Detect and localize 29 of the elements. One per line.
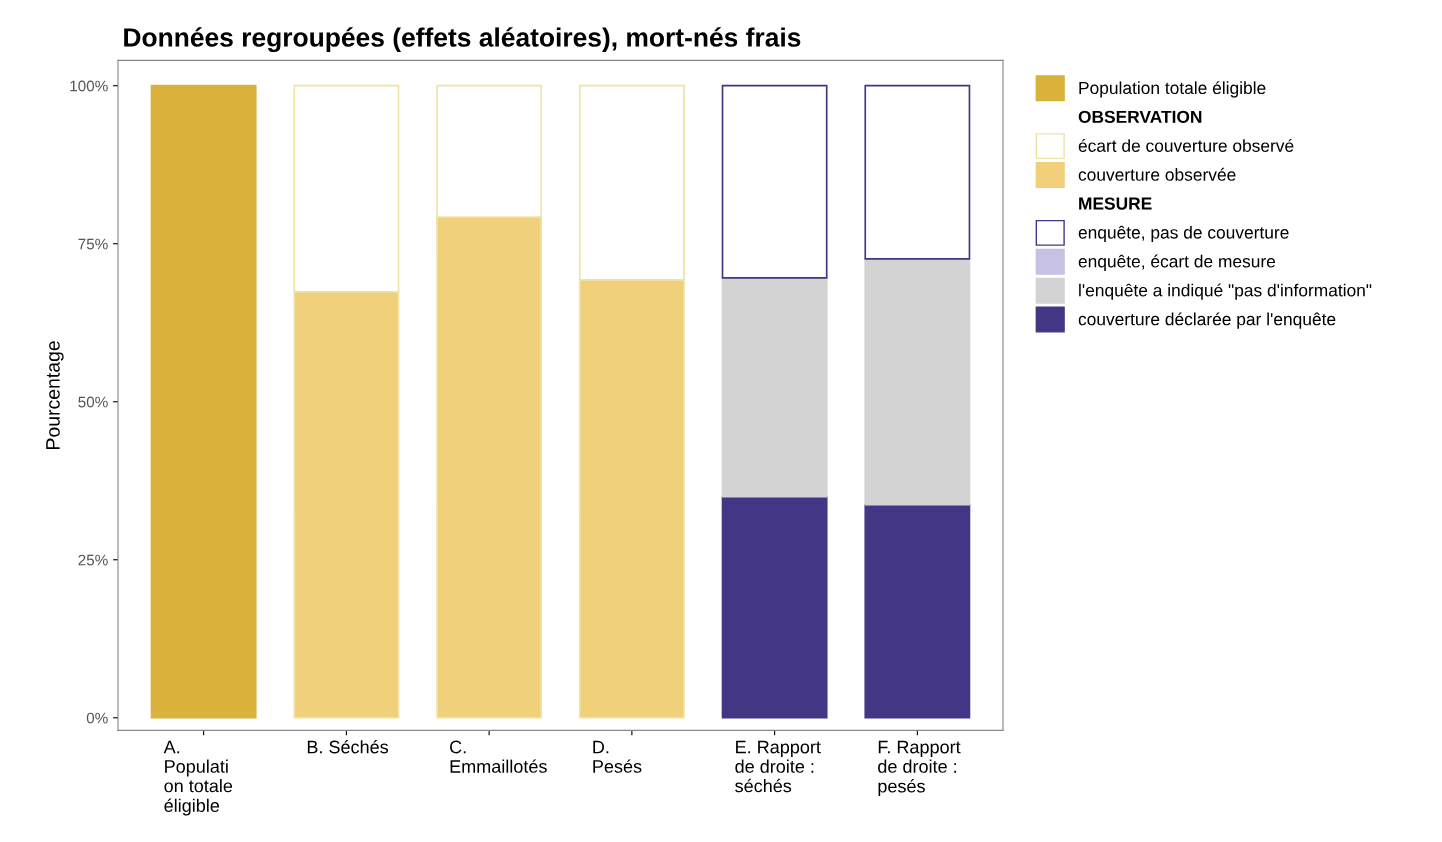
- bar: [864, 503, 971, 719]
- x-tick-label: A. Populati on totale éligible: [163, 740, 233, 816]
- text: OBSERVATION: [1078, 110, 1202, 123]
- y-tick-label: 100%: [70, 80, 108, 92]
- x-tick-label: B. Séchés: [307, 739, 389, 754]
- chart-title: Données regroupées (effets aléatoires), mort-nés frais: [124, 27, 801, 53]
- bar: [721, 84, 828, 279]
- bar: [721, 277, 828, 498]
- y-tick-label: 0%: [86, 712, 108, 724]
- bar: [864, 84, 971, 260]
- x-tick-label: E. Rapport de droite : séchés: [735, 740, 821, 793]
- x-tick-label: D. Pesés: [593, 740, 642, 773]
- legend-label: écart de couverture observé: [1078, 138, 1294, 152]
- legend-label: enquête, écart de mesure: [1078, 254, 1276, 271]
- x-tick-label: F. Rapport de droite : pesés: [878, 740, 961, 797]
- bar: [721, 495, 828, 719]
- legend-label: Population totale éligible: [1079, 81, 1266, 98]
- y-axis-title: Pourcentage: [46, 341, 64, 449]
- bar: [150, 84, 257, 719]
- y-tick-label: 25%: [78, 554, 108, 566]
- text: MESURE: [1079, 197, 1152, 210]
- legend-label: couverture observée: [1078, 167, 1236, 181]
- bar: [864, 258, 971, 506]
- legend-label: enquête, pas de couverture: [1078, 225, 1289, 243]
- y-tick-label: 50%: [78, 396, 108, 408]
- legend-label: couverture déclarée par l'enquête: [1078, 312, 1336, 329]
- x-tick-label: C. Emmaillotés: [450, 740, 547, 773]
- y-tick-label: 75%: [78, 238, 108, 250]
- legend-label: l'enquête a indiqué "pas d'information": [1079, 283, 1372, 300]
